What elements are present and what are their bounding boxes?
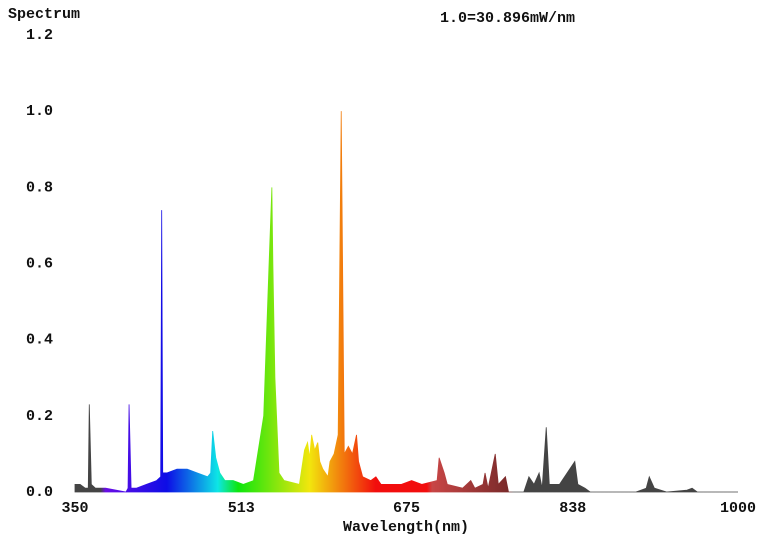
x-tick-label: 1000 xyxy=(720,500,756,517)
x-tick-label: 513 xyxy=(228,500,255,517)
y-tick-label: 0.0 xyxy=(26,484,53,501)
annotation: 1.0=30.896mW/nm xyxy=(440,10,575,27)
x-axis-label: Wavelength(nm) xyxy=(343,519,469,536)
x-tick-label: 838 xyxy=(559,500,586,517)
y-tick-label: 0.2 xyxy=(26,408,53,425)
chart-title: Spectrum xyxy=(8,6,80,23)
spectrum-area xyxy=(74,111,738,493)
x-tick-label: 350 xyxy=(61,500,88,517)
x-tick-label: 675 xyxy=(393,500,420,517)
y-tick-label: 1.0 xyxy=(26,103,53,120)
y-tick-label: 1.2 xyxy=(26,27,53,44)
y-tick-label: 0.4 xyxy=(26,332,53,349)
y-tick-label: 0.6 xyxy=(26,255,53,272)
y-tick-label: 0.8 xyxy=(26,179,53,196)
